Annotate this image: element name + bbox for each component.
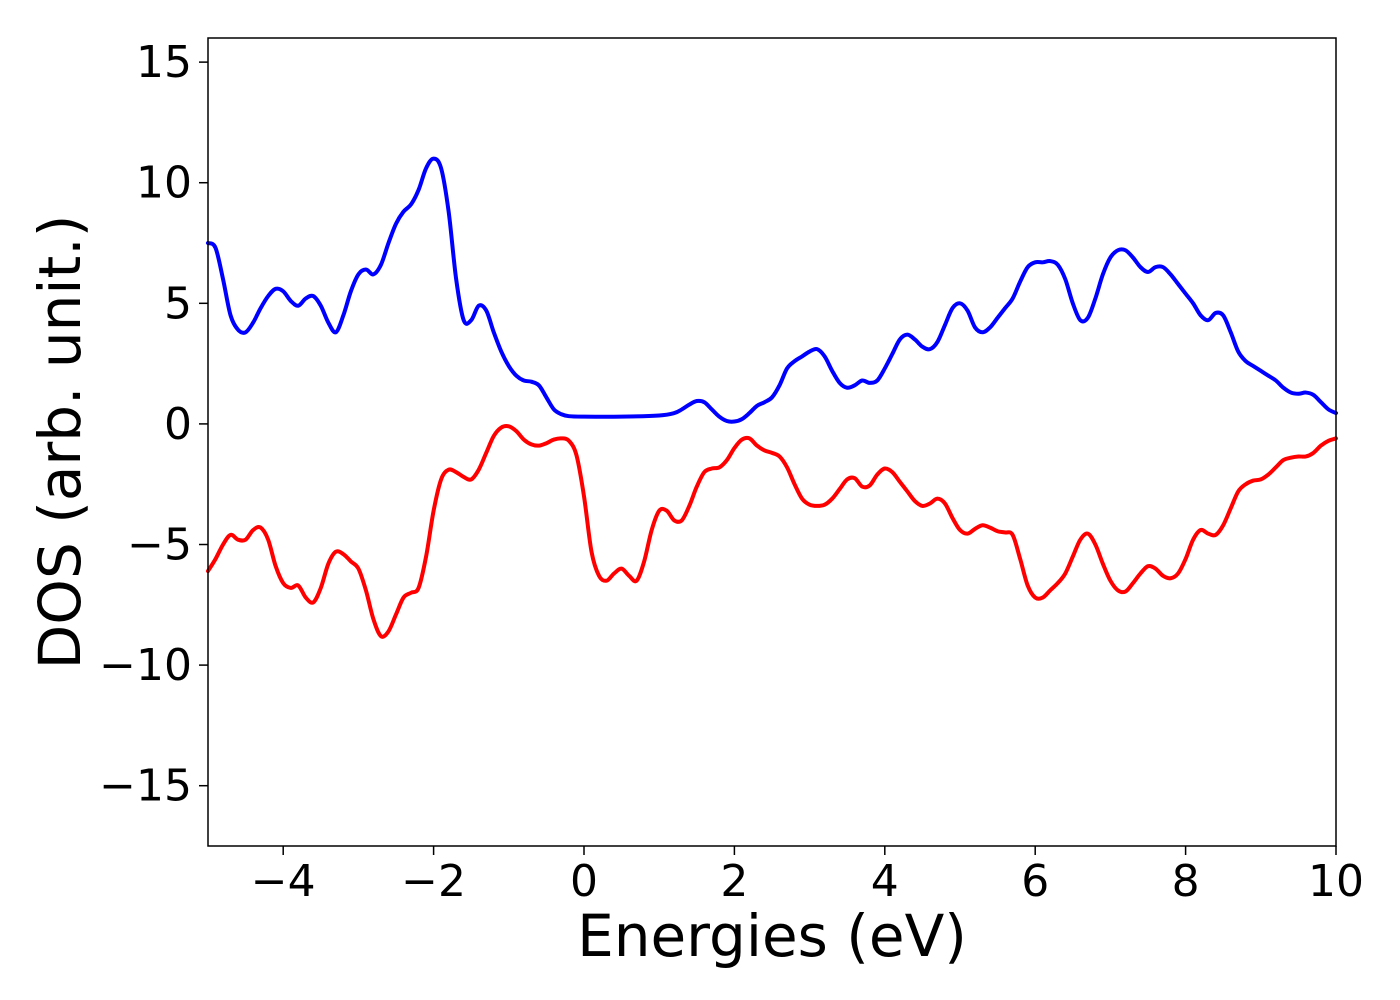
y-tick-label: 0 [164, 399, 192, 450]
x-tick-label: 0 [570, 856, 598, 907]
y-tick-label: −10 [99, 640, 192, 691]
x-tick-label: 10 [1308, 856, 1364, 907]
x-tick-label: −4 [251, 856, 316, 907]
x-tick-label: 2 [720, 856, 748, 907]
series-line-red [206, 424, 1338, 639]
x-axis-ticks: −4 −2 0 2 4 6 8 10 [251, 846, 1364, 907]
x-tick-label: 8 [1172, 856, 1200, 907]
y-tick-label: 5 [164, 278, 192, 329]
series-layer [206, 156, 1338, 639]
plot-frame [207, 37, 1337, 847]
y-tick-label: −15 [99, 761, 192, 812]
y-tick-label: 15 [136, 37, 192, 88]
x-tick-label: 4 [871, 856, 899, 907]
x-axis-title: Energies (eV) [577, 902, 967, 970]
y-axis-ticks: 15 10 5 0 −5 −10 −15 [99, 37, 208, 812]
series-line-blue [206, 156, 1338, 424]
x-tick-label: −2 [401, 856, 466, 907]
y-axis-title: DOS (arb. unit.) [26, 215, 94, 670]
plot-background [208, 38, 1336, 846]
x-tick-label: 6 [1021, 856, 1049, 907]
y-tick-label: −5 [127, 520, 192, 571]
y-tick-label: 10 [136, 158, 192, 209]
